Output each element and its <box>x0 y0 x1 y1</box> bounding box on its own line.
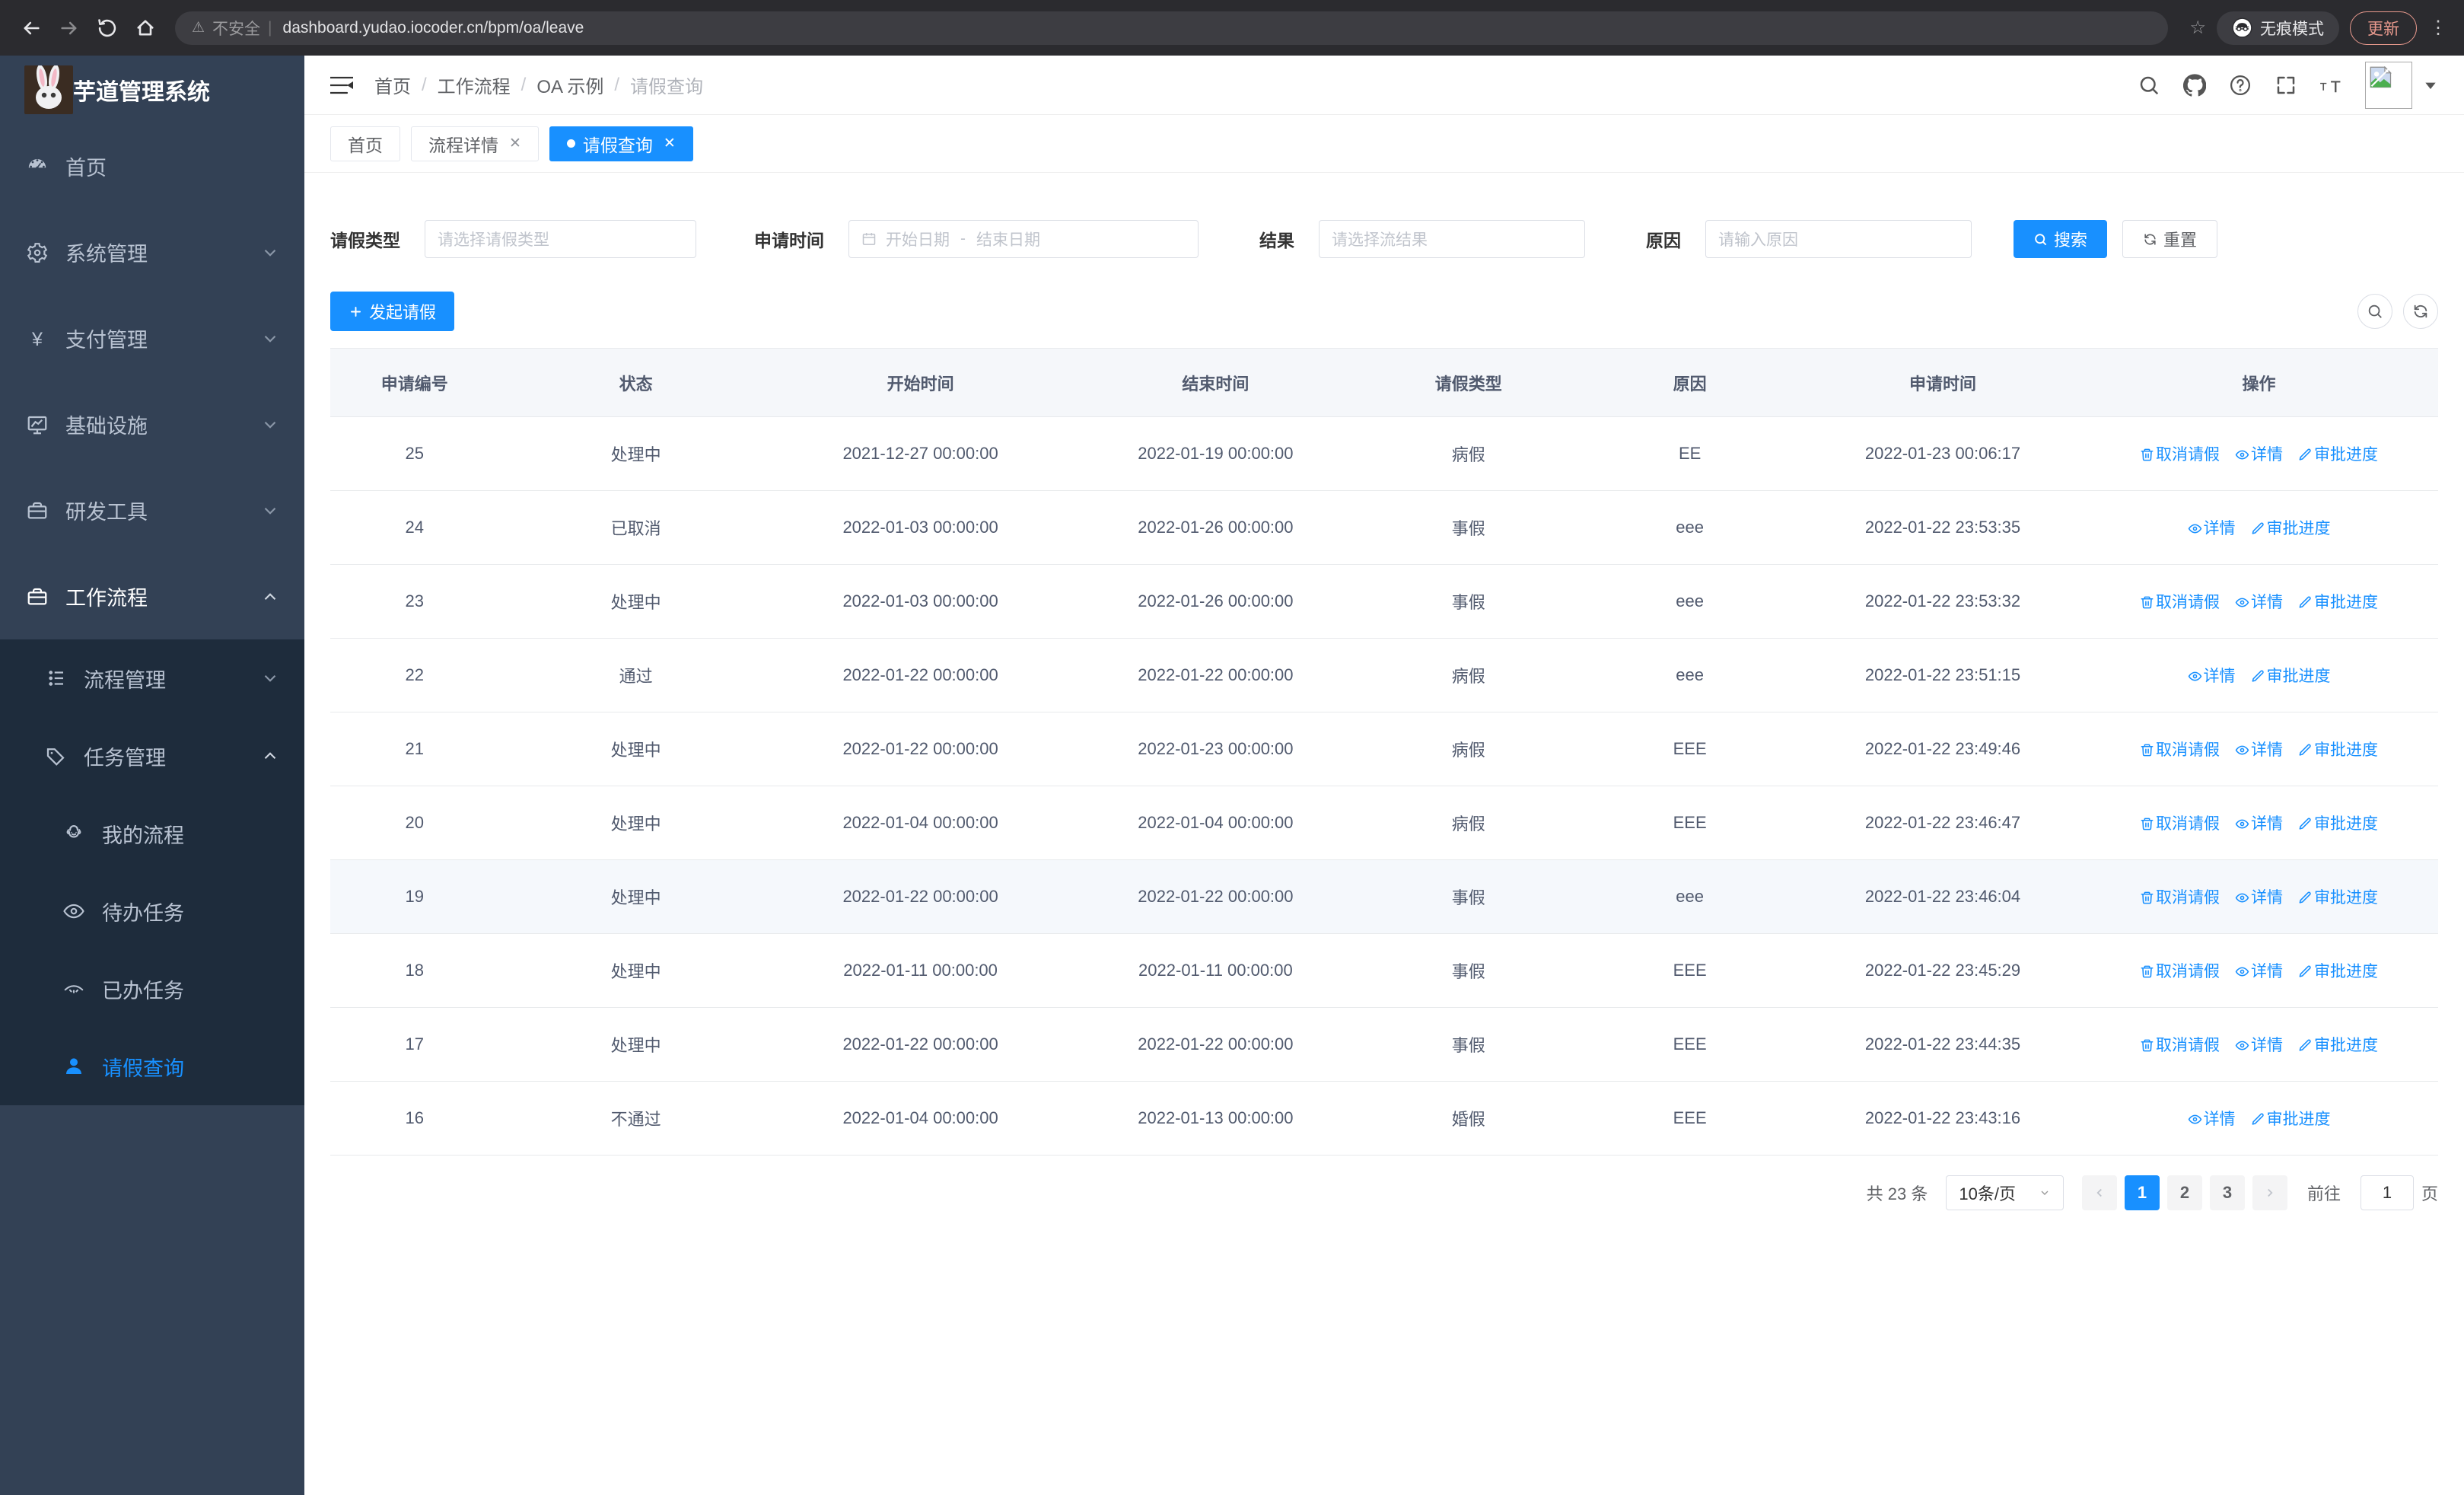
svg-text:¥: ¥ <box>31 328 43 349</box>
svg-text:T: T <box>2331 77 2341 95</box>
svg-text:T: T <box>2320 81 2327 92</box>
